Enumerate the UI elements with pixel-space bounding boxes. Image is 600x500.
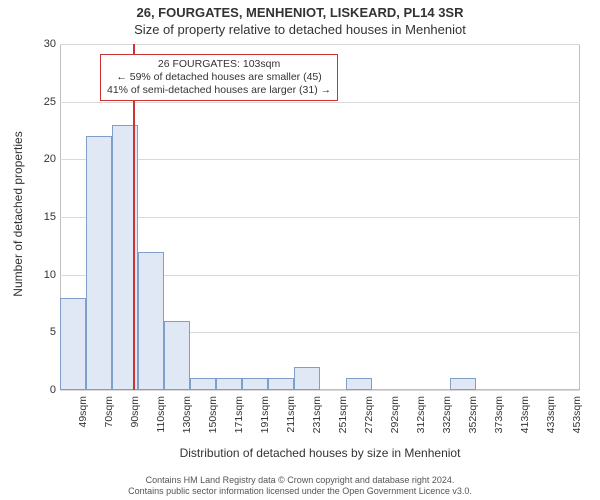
x-tick-label: 90sqm — [129, 396, 141, 446]
bar — [450, 378, 475, 390]
x-tick-label: 292sqm — [389, 396, 401, 446]
grid-line — [60, 159, 580, 160]
annotation-line: ← 59% of detached houses are smaller (45… — [107, 71, 331, 84]
annotation-line: 26 FOURGATES: 103sqm — [107, 58, 331, 71]
y-tick-label: 15 — [32, 211, 56, 223]
x-tick-label: 191sqm — [259, 396, 271, 446]
grid-line — [60, 217, 580, 218]
bar — [346, 378, 371, 390]
x-tick-label: 70sqm — [103, 396, 115, 446]
bar — [164, 321, 189, 390]
copyright-text: Contains HM Land Registry data © Crown c… — [0, 475, 600, 498]
bar — [216, 378, 241, 390]
x-tick-label: 413sqm — [519, 396, 531, 446]
x-tick-label: 231sqm — [311, 396, 323, 446]
x-tick-label: 150sqm — [207, 396, 219, 446]
x-tick-label: 272sqm — [363, 396, 375, 446]
y-tick-label: 25 — [32, 96, 56, 108]
y-tick-label: 10 — [32, 269, 56, 281]
x-tick-label: 453sqm — [571, 396, 583, 446]
x-tick-label: 171sqm — [233, 396, 245, 446]
copyright-line-1: Contains HM Land Registry data © Crown c… — [0, 475, 600, 486]
x-tick-label: 352sqm — [467, 396, 479, 446]
bar — [190, 378, 215, 390]
annotation-line: 41% of semi-detached houses are larger (… — [107, 84, 331, 97]
annotation-box: 26 FOURGATES: 103sqm← 59% of detached ho… — [100, 54, 338, 101]
grid-line — [60, 102, 580, 103]
x-tick-label: 211sqm — [285, 396, 297, 446]
x-tick-label: 332sqm — [441, 396, 453, 446]
x-tick-label: 49sqm — [77, 396, 89, 446]
bar — [86, 136, 111, 390]
x-tick-label: 110sqm — [155, 396, 167, 446]
copyright-line-2: Contains public sector information licen… — [0, 486, 600, 497]
x-tick-label: 312sqm — [415, 396, 427, 446]
y-tick-label: 30 — [32, 38, 56, 50]
y-tick-label: 5 — [32, 326, 56, 338]
grid-line — [60, 44, 580, 45]
x-tick-label: 433sqm — [545, 396, 557, 446]
y-tick-label: 20 — [32, 153, 56, 165]
x-tick-label: 130sqm — [181, 396, 193, 446]
bar — [242, 378, 267, 390]
chart-container: 26, FOURGATES, MENHENIOT, LISKEARD, PL14… — [0, 0, 600, 500]
plot-area: 26 FOURGATES: 103sqm← 59% of detached ho… — [60, 44, 580, 390]
y-tick-label: 0 — [32, 384, 56, 396]
bar — [268, 378, 293, 390]
bar — [294, 367, 319, 390]
page-subtitle: Size of property relative to detached ho… — [0, 20, 600, 41]
bar — [60, 298, 85, 390]
grid-line — [60, 390, 580, 391]
x-axis-label: Distribution of detached houses by size … — [60, 446, 580, 460]
bar — [138, 252, 163, 390]
x-tick-label: 373sqm — [493, 396, 505, 446]
y-axis-label: Number of detached properties — [11, 114, 25, 314]
page-title: 26, FOURGATES, MENHENIOT, LISKEARD, PL14… — [0, 0, 600, 20]
x-tick-label: 251sqm — [337, 396, 349, 446]
